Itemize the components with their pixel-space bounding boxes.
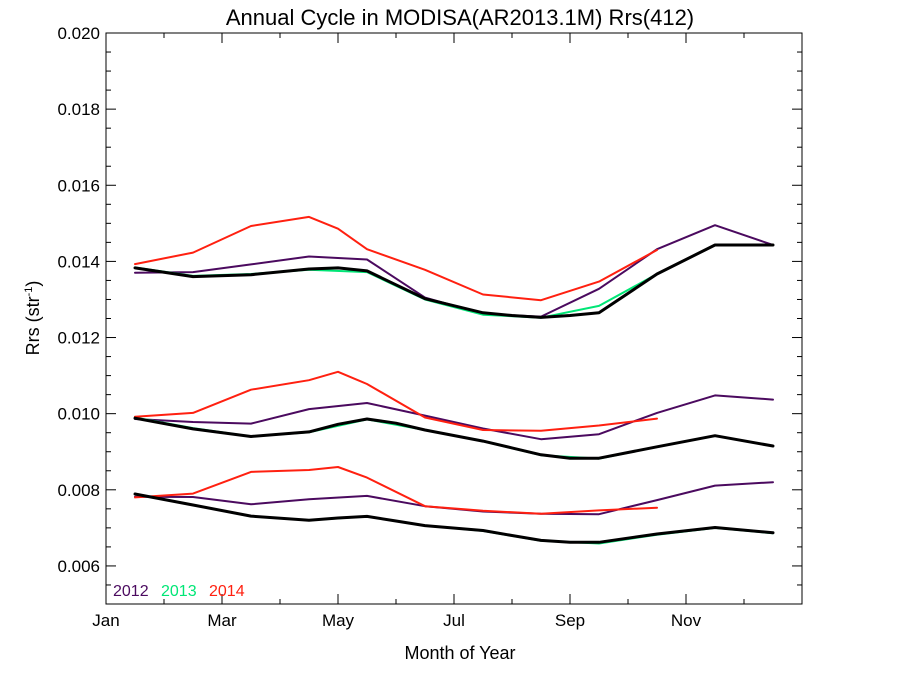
series-line-2012-4 bbox=[134, 394, 774, 441]
y-tick-label: 0.020 bbox=[57, 24, 100, 43]
series-line-2014-6 bbox=[134, 370, 658, 432]
plot-frame bbox=[105, 32, 803, 605]
series-line-2012-0 bbox=[134, 224, 774, 318]
x-tick-label: Jul bbox=[443, 611, 465, 630]
series-line-mean-3 bbox=[133, 243, 775, 319]
plot-lines bbox=[133, 215, 775, 545]
legend-entry-2013: 2013 bbox=[161, 583, 197, 600]
y-axis-label-superscript: -1 bbox=[23, 287, 35, 297]
y-tick-label: 0.010 bbox=[57, 405, 100, 424]
legend-entry-2012: 2012 bbox=[113, 583, 149, 600]
y-axis-label-main: Rrs (str bbox=[23, 296, 43, 355]
series-line-mean-11 bbox=[133, 492, 775, 544]
y-tick-label: 0.008 bbox=[57, 481, 100, 500]
legend-entry-2014: 2014 bbox=[209, 583, 245, 600]
x-tick-label: Mar bbox=[207, 611, 237, 630]
y-axis-ticks: 0.006 0.008 0.010 0.012 0.014 0.016 0.018 0.020 bbox=[57, 24, 802, 605]
series-line-mean-7 bbox=[133, 416, 775, 460]
y-tick-label: 0.018 bbox=[57, 100, 100, 119]
y-tick-label: 0.006 bbox=[57, 557, 100, 576]
x-tick-label: Jan bbox=[92, 611, 119, 630]
y-axis-label: Rrs (str-1) bbox=[23, 281, 43, 356]
x-tick-label: Sep bbox=[555, 611, 585, 630]
x-tick-label: Nov bbox=[671, 611, 702, 630]
x-axis-ticks: Jan Mar May Jul Sep Nov bbox=[92, 33, 803, 630]
y-tick-label: 0.016 bbox=[57, 176, 100, 195]
y-tick-label: 0.014 bbox=[57, 252, 100, 271]
x-axis-label: Month of Year bbox=[404, 643, 515, 663]
x-tick-label: May bbox=[322, 611, 355, 630]
chart-title: Annual Cycle in MODISA(AR2013.1M) Rrs(41… bbox=[226, 5, 694, 30]
y-axis-label-close: ) bbox=[23, 281, 43, 287]
series-line-2014-10 bbox=[134, 466, 658, 515]
y-tick-label: 0.012 bbox=[57, 329, 100, 348]
chart-legend: 2012 2013 2014 bbox=[113, 583, 245, 600]
series-line-2014-2 bbox=[134, 215, 658, 302]
